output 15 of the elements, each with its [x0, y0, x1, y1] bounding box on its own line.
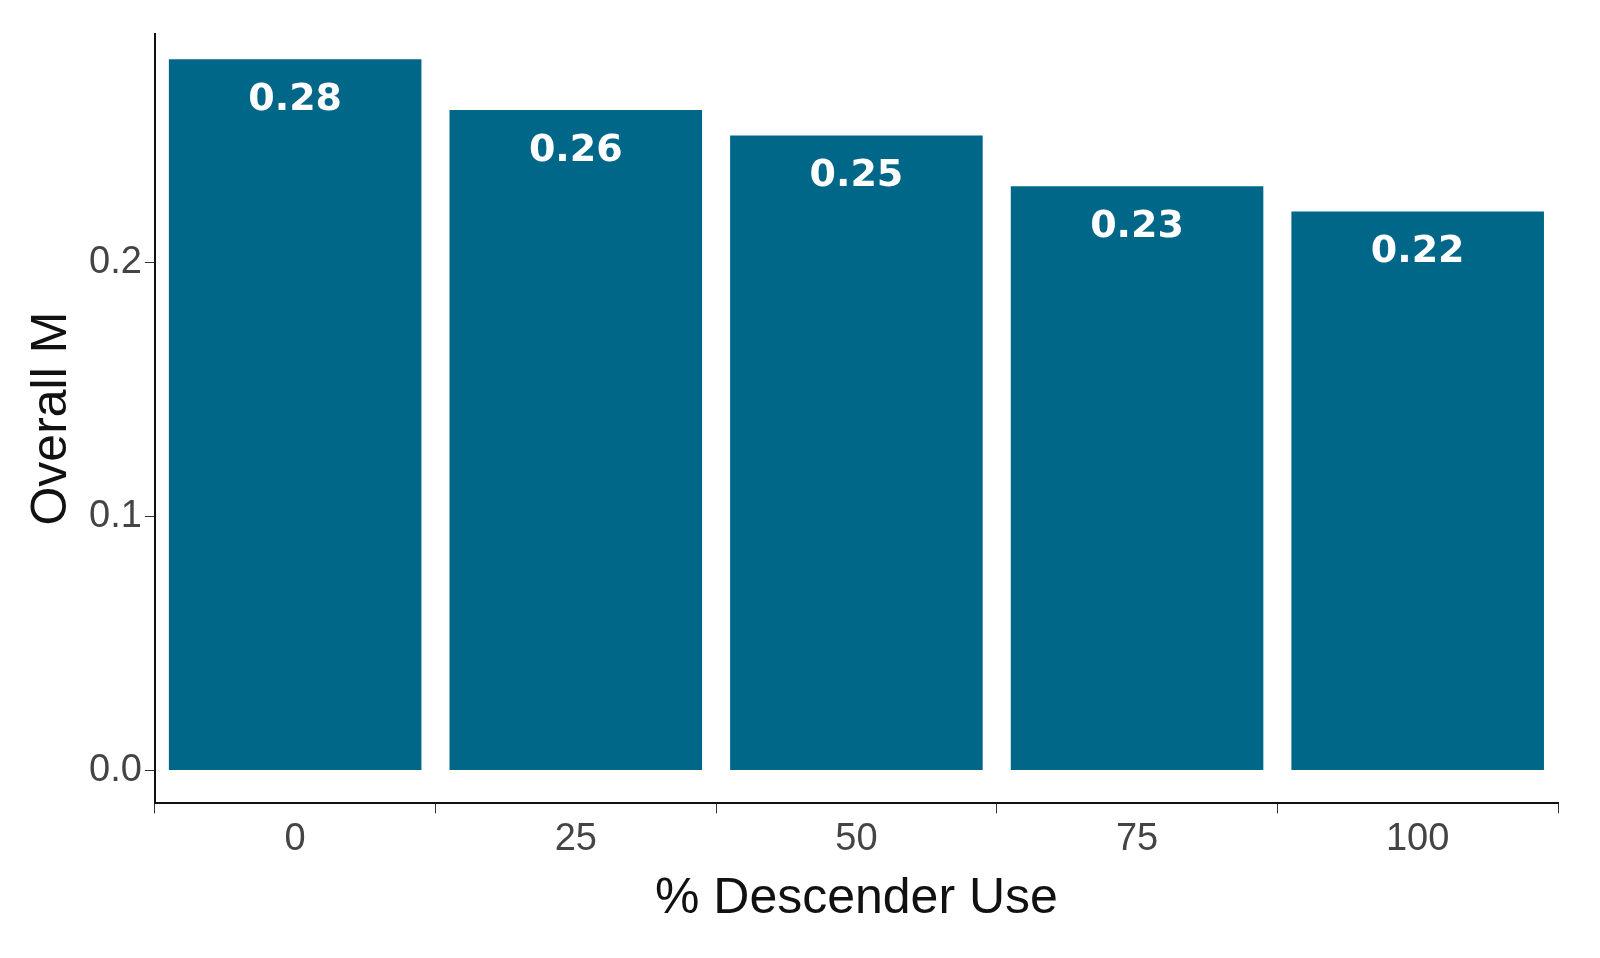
y-tick-label: 0.2	[89, 238, 142, 281]
data-label: 0.22	[1370, 227, 1465, 272]
x-tick-label: 75	[1115, 815, 1159, 858]
y-axis-title: Overall M	[20, 311, 77, 526]
x-axis-title: % Descender Use	[654, 867, 1058, 924]
data-label: 0.28	[248, 75, 343, 120]
x-tick-label: 50	[835, 815, 878, 858]
x-tick-label: 0	[284, 815, 306, 858]
y-tick-label: 0.0	[89, 746, 142, 789]
x-tick-label: 25	[554, 815, 597, 858]
data-label: 0.26	[528, 125, 623, 170]
x-tick-label: 100	[1385, 815, 1450, 858]
y-tick-label: 0.1	[89, 492, 142, 535]
data-label: 0.23	[1090, 202, 1184, 247]
data-label: 0.25	[809, 151, 904, 196]
